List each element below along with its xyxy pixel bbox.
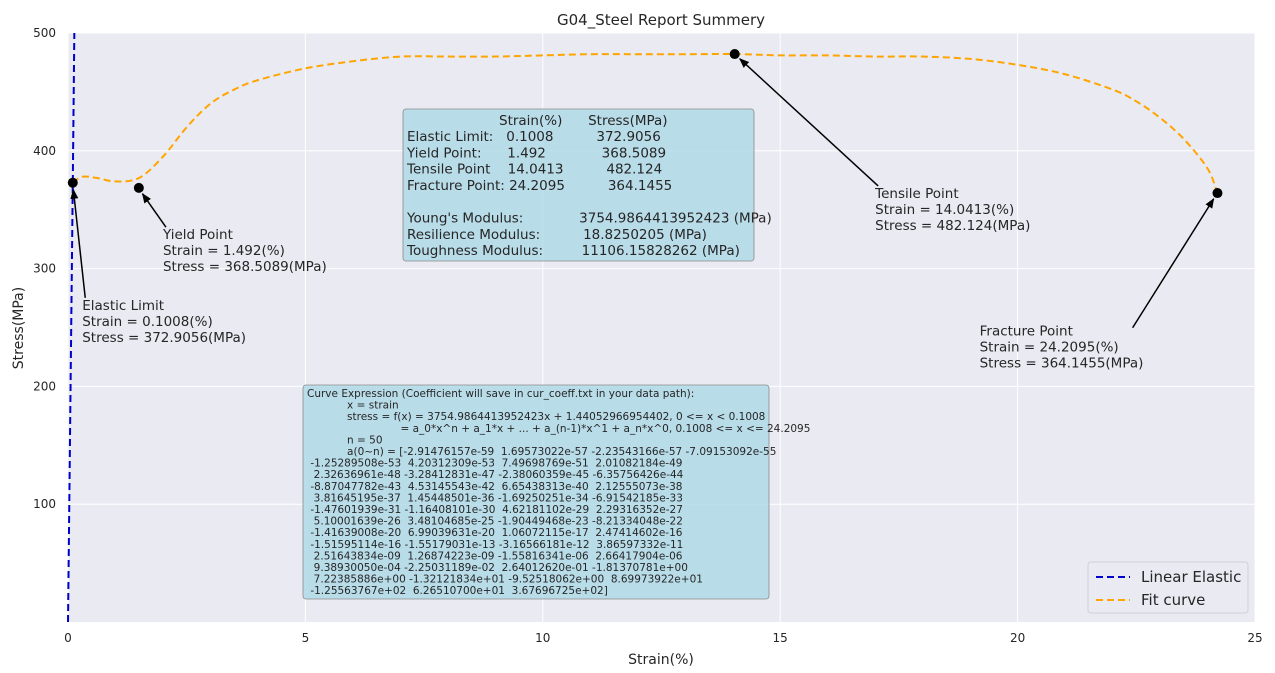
expression-line: -1.51595114e-16 -1.55179031e-13 -3.16566… (307, 539, 683, 551)
x-tick-label: 25 (1247, 631, 1262, 645)
curve-expression-box: Curve Expression (Coefficient will save … (302, 384, 810, 600)
expression-line: 9.38930050e-04 -2.25031189e-02 2.6401262… (307, 562, 688, 574)
series-line-fit-curve (72, 52, 1219, 194)
tensile-point-annotation: Tensile Point Strain = 14.0413(%) Stress =… (874, 186, 1030, 234)
legend-frame (1087, 561, 1249, 614)
x-tick-label: 10 (535, 631, 550, 645)
expression-line: a(0~n) = [-2.91476157e-59 1.69573022e-57… (307, 446, 776, 458)
x-tick-label: 15 (773, 631, 788, 645)
series-line-linear-elastic (67, 32, 76, 623)
x-tick-label: 5 (302, 631, 310, 645)
yield-point-marker (133, 182, 144, 193)
tensile-point-marker (729, 49, 740, 60)
legend-label: Fit curve (1141, 591, 1205, 609)
expression-line: -8.87047782e-43 4.53145543e-42 6.6543831… (307, 481, 682, 493)
expression-line: Curve Expression (Coefficient will save … (307, 388, 694, 400)
y-tick-label: 200 (33, 379, 56, 393)
legend-label: Linear Elastic (1141, 568, 1241, 586)
summary-row: Elastic Limit: 0.1008 372.9056 (407, 129, 661, 145)
fracture-point-annotation: Fracture Point Strain = 24.2095(%) Stress … (980, 324, 1144, 372)
elastic-limit-arrow (70, 188, 86, 298)
points-layer (67, 49, 1223, 199)
expression-line: stress = f(x) = 3754.9864413952423x + 1.… (307, 411, 765, 423)
summary-row: Toughness Modulus: 11106.15828262 (MPa) (406, 243, 740, 259)
tensile-point-arrow (739, 58, 879, 187)
x-tick-label: 20 (1010, 631, 1025, 645)
y-tick-label: 300 (33, 262, 56, 276)
elastic-limit-annotation: Elastic Limit Strain = 0.1008(%) Stress = … (82, 298, 246, 346)
yield-point-annotation: Yield Point Strain = 1.492(%) Stress = 368… (162, 227, 327, 275)
summary-row: Resilience Modulus: 18.8250205 (MPa) (407, 227, 707, 243)
expression-line: x = strain (307, 400, 399, 412)
y-axis-label: Stress(MPa) (11, 287, 27, 369)
expression-line: 2.51643834e-09 1.26874223e-09 -1.5581634… (307, 550, 683, 562)
expression-line: -1.25289508e-53 4.20312309e-53 7.4969876… (307, 458, 682, 470)
summary-row: Young's Modulus: 3754.9864413952423 (MPa… (406, 211, 772, 227)
fracture-point-marker (1212, 188, 1223, 199)
summary-row: Yield Point: 1.492 368.5089 (406, 145, 666, 161)
x-tick-label: 0 (64, 631, 72, 645)
expression-line: -1.41639008e-20 6.99039631e-20 1.0607211… (307, 527, 683, 539)
y-tick-label: 500 (33, 26, 56, 40)
fracture-point-arrow (1131, 198, 1215, 329)
expression-line: 5.10001639e-26 3.48104685e-25 -1.9044946… (307, 516, 683, 528)
summary-row: Tensile Point 14.0413 482.124 (406, 162, 662, 178)
expression-line: n = 50 (307, 434, 383, 446)
ticks-layer: 0 5 10 15 20 25 100 200 300 400 500 (33, 26, 1263, 645)
y-tick-label: 100 (33, 497, 56, 511)
summary-header: Strain(%) Stress(MPa) (499, 113, 668, 129)
summary-box-frame (402, 108, 755, 262)
legend: Linear Elastic Fit curve (1087, 561, 1249, 614)
y-tick-label: 400 (33, 144, 56, 158)
summary-row: Fracture Point: 24.2095 364.1455 (407, 178, 672, 194)
expression-line: = a_0*x^n + a_1*x + ... + a_(n-1)*x^1 + … (307, 423, 810, 435)
annotations-layer: Elastic Limit Strain = 0.1008(%) Stress = … (70, 58, 1215, 372)
expression-line: -1.25563767e+02 6.26510700e+01 3.6769672… (307, 585, 608, 597)
expression-line: -1.47601939e-31 -1.16408101e-30 4.621811… (307, 504, 683, 516)
expression-line: 2.32636961e-48 -3.28412831e-47 -2.380603… (307, 469, 684, 481)
elastic-limit-marker (67, 177, 78, 188)
expression-line: 3.81645195e-37 1.45448501e-36 -1.6925025… (307, 492, 683, 504)
x-axis-label: Strain(%) (628, 652, 694, 668)
yield-point-arrow (141, 193, 167, 228)
summary-box: Strain(%) Stress(MPa)Elastic Limit: 0.10… (402, 108, 772, 262)
expression-box-frame (302, 384, 770, 600)
series-layer (67, 32, 1219, 623)
chart-title: G04_Steel Report Summery (557, 11, 765, 30)
expression-line: 7.22385886e+00 -1.32121834e+01 -9.525180… (307, 574, 703, 586)
